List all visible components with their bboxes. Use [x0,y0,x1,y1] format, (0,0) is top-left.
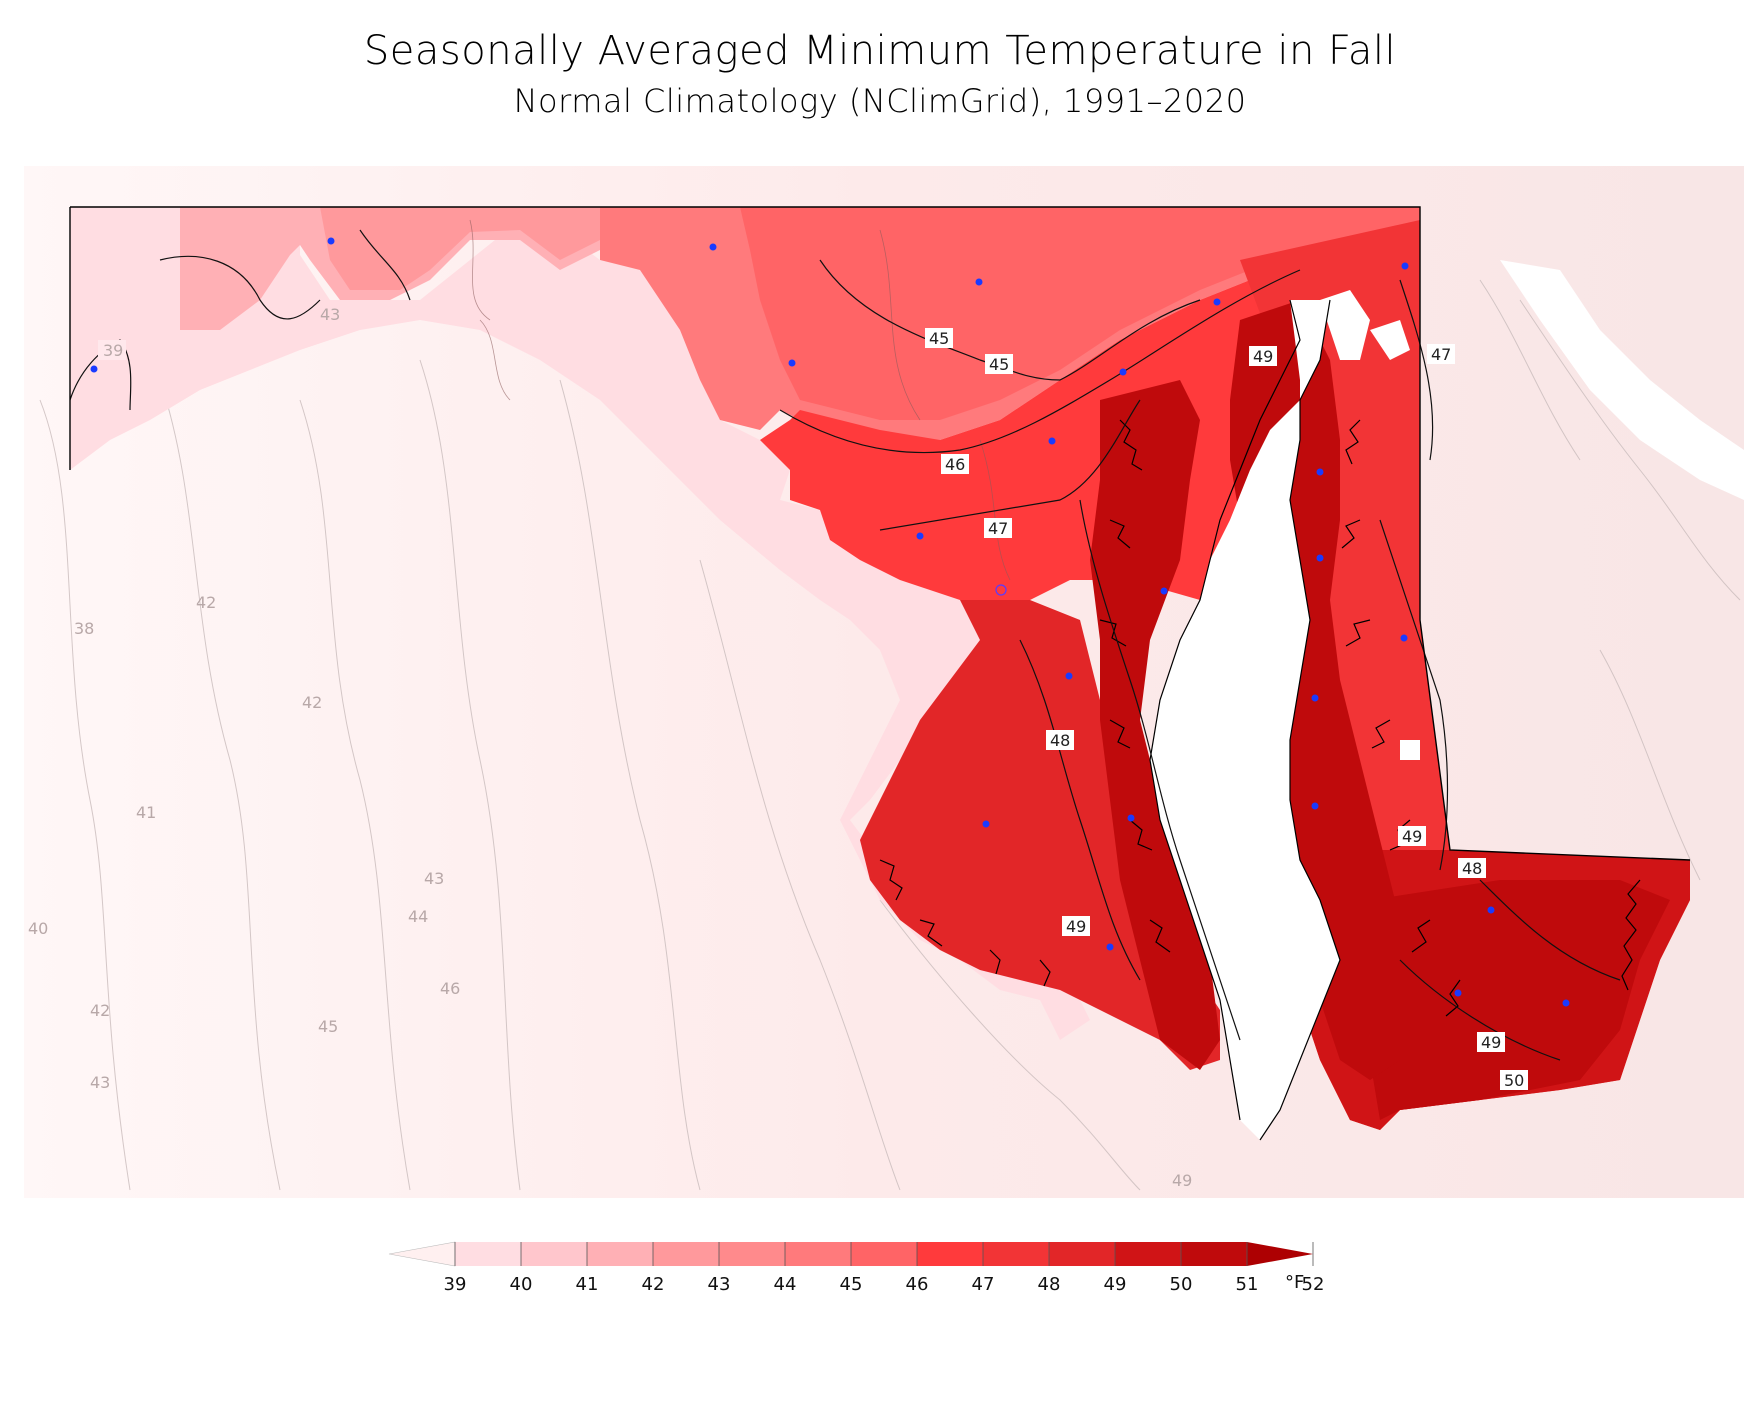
station-dot [1311,694,1319,702]
contour-label: 45 [989,355,1009,374]
contour-label: 41 [136,803,156,822]
contour-label: 49 [1253,347,1273,366]
colorbar-swatch [785,1242,851,1266]
contour-label: 49 [1172,1171,1192,1190]
contour-label: 45 [318,1017,338,1036]
station-dot [1106,943,1114,951]
colorbar-unit: °F [1285,1272,1304,1293]
colorbar-swatch [851,1242,917,1266]
contour-label: 40 [28,919,48,938]
station-dot [1119,368,1127,376]
station-dot [788,359,796,367]
colorbar-tick-label: 41 [576,1274,599,1295]
station-dot [1400,634,1408,642]
station-dot [982,820,990,828]
colorbar-tick-label: 49 [1104,1274,1127,1295]
contour-label: 38 [74,619,94,638]
colorbar-swatch [917,1242,983,1266]
station-ring [995,584,1007,596]
colorbar-tick-label: 43 [708,1274,731,1295]
contour-label: 43 [424,869,444,888]
contour-label: 47 [1431,345,1451,364]
contour-label: 49 [1481,1033,1501,1052]
colorbar-under-arrow [388,1241,456,1267]
outside-contour-labels: 42 38 42 41 43 44 40 42 46 45 43 49 [28,593,1192,1190]
contour-label: 42 [196,593,216,612]
contour-label: 42 [90,1001,110,1020]
contour-label: 42 [302,693,322,712]
stations [90,237,1570,1007]
contour-label: 46 [945,455,965,474]
station-dot [1311,802,1319,810]
station-dot [327,237,335,245]
contour-label: 47 [988,519,1008,538]
state-southern-fill [860,600,1220,1070]
station-dot [1065,672,1073,680]
contour-label: 44 [408,907,428,926]
colorbar-tick-label: 45 [840,1274,863,1295]
colorbar-swatch [587,1242,653,1266]
station-dot [1562,999,1570,1007]
contour-labels: 39 43 45 45 46 47 48 49 49 49 48 47 49 5… [98,305,1528,1090]
map-title: Seasonally Averaged Minimum Temperature … [363,28,1397,74]
colorbar: 39 40 41 42 43 44 45 46 47 48 49 50 51 52°F [388,1241,1325,1295]
contour-label: 48 [1050,731,1070,750]
colorbar-tick-label: 52 [1302,1274,1325,1295]
station-dot [1160,587,1168,595]
contour-label: 46 [440,979,460,998]
rivers [469,219,1011,581]
contour-label: 45 [929,329,949,348]
contour-label: 43 [90,1073,110,1092]
contour-label: 49 [1402,827,1422,846]
map-subtitle: Normal Climatology (NClimGrid), 1991–202… [513,82,1247,120]
contour-label: 49 [1066,917,1086,936]
colorbar-swatch [455,1242,521,1266]
station-dot [1316,468,1324,476]
state-lower-shore-fill-2 [1370,880,1670,1120]
colorbar-tick-label: 40 [510,1274,533,1295]
station-dot [709,243,717,251]
contour-label: 48 [1462,859,1482,878]
chesapeake-bay [1150,300,1340,1140]
station-dot [1401,262,1409,270]
station-dot [1316,554,1324,562]
contour-label: 43 [320,305,340,324]
state-western-fill [70,207,1090,1040]
contour-label: 50 [1504,1071,1524,1090]
colorbar-swatch [653,1242,719,1266]
station-dot [1213,298,1221,306]
station-dot [1454,989,1462,997]
colorbar-tick-label: 48 [1038,1274,1061,1295]
outside-contours [39,279,1741,1191]
station-dot [916,532,924,540]
colorbar-tick-label: 50 [1170,1274,1193,1295]
colorbar-over-arrow [1247,1242,1313,1266]
station-dot [1048,437,1056,445]
state-west-tint-2 [320,207,600,290]
colorbar-tick-label: 44 [774,1274,797,1295]
station-dot [90,365,98,373]
station-dot [1487,906,1495,914]
colorbar-tick-label: 51 [1236,1274,1259,1295]
station-dot [975,278,983,286]
colorbar-tick-label: 46 [906,1274,929,1295]
state-outline [69,206,1691,861]
contour-label: 39 [103,341,123,360]
colorbar-swatch [1181,1242,1247,1266]
delaware-bay [1500,260,1744,500]
colorbar-swatch [719,1242,785,1266]
colorbar-swatch [1115,1242,1181,1266]
colorbar-tick-label: 42 [642,1274,665,1295]
colorbar-tick-label: 47 [972,1274,995,1295]
station-dot [1127,814,1135,822]
colorbar-tick-label: 39 [444,1274,467,1295]
colorbar-swatch [983,1242,1049,1266]
colorbar-swatch [1049,1242,1115,1266]
colorbar-swatch [521,1242,587,1266]
